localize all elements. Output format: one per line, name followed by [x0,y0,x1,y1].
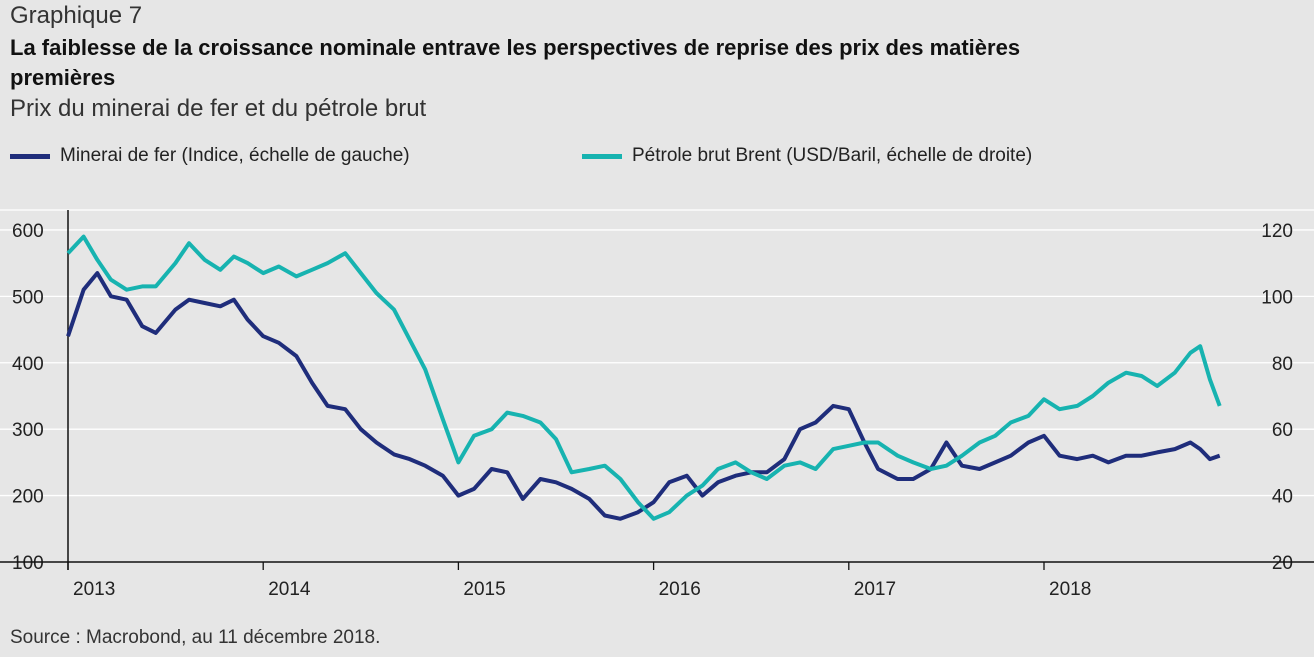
chart-kicker: Graphique 7 [10,2,143,29]
y-right-tick-label: 80 [1272,354,1293,375]
y-left-tick-label: 500 [12,287,44,308]
legend-item-iron-ore: Minerai de fer (Indice, échelle de gauch… [10,145,410,167]
y-right-tick-label: 20 [1272,553,1293,574]
source-note: Source : Macrobond, au 11 décembre 2018. [10,627,381,648]
legend-swatch-iron-ore [10,153,50,159]
series-line-brent [66,234,1222,521]
y-left-tick-label: 600 [12,221,44,242]
x-tick-label: 2017 [854,579,896,600]
y-left-tick-label: 200 [12,487,44,508]
chart-title: La faiblesse de la croissance nominale e… [10,35,1021,90]
series-line-iron-ore [66,271,1221,521]
chart-plot: 100 200 300 400 500 600 20 40 60 80 100 120 2013 2014… [0,209,1314,600]
legend-label-brent: Pétrole brut Brent (USD/Baril, échelle d… [632,145,1033,166]
legend-item-brent: Pétrole brut Brent (USD/Baril, échelle d… [582,145,1032,167]
x-tick-label: 2018 [1049,579,1091,600]
x-tick-label: 2016 [659,579,701,600]
chart-subtitle: Prix du minerai de fer et du pétrole bru… [10,95,427,122]
x-tick-label: 2015 [463,579,505,600]
y-left-tick-label: 300 [12,420,44,441]
y-right-tick-label: 100 [1261,287,1293,308]
x-tick-label: 2014 [268,579,311,600]
y-right-tick-label: 120 [1261,221,1293,242]
legend-label-iron-ore: Minerai de fer (Indice, échelle de gauch… [60,145,410,166]
y-right-tick-label: 40 [1272,487,1293,508]
x-tick-label: 2013 [73,579,115,600]
y-right-tick-label: 60 [1272,420,1293,441]
y-left-tick-label: 100 [12,553,44,574]
y-left-tick-label: 400 [12,354,44,375]
legend-swatch-brent [582,153,622,159]
